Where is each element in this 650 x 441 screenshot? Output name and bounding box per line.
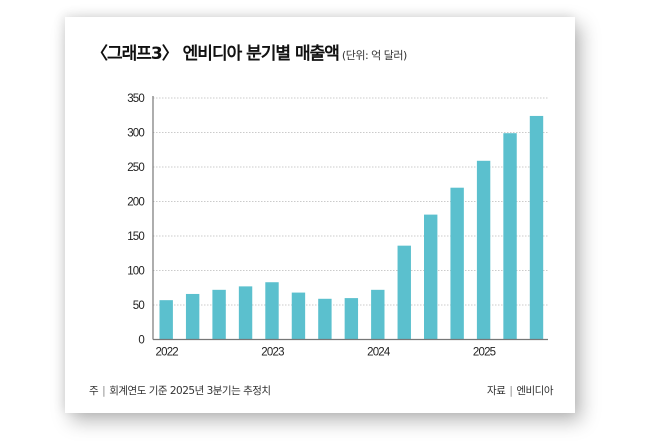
- bar-2022-q3: [212, 289, 226, 340]
- y-tick-label: 100: [127, 266, 144, 278]
- bars: [159, 115, 544, 340]
- y-tick-label: 200: [127, 197, 144, 209]
- bar-2022-q1: [159, 300, 173, 340]
- bar-2025-q1: [476, 160, 491, 340]
- bar-2022-q4: [238, 286, 253, 340]
- footnote-label: 주: [89, 385, 99, 397]
- y-axis-ticks: 0 50 100 150 200 250 300 350: [127, 93, 145, 347]
- bar-2022-q2: [185, 293, 200, 340]
- bar-2025-q3: [529, 115, 544, 340]
- x-tick-label: 2024: [367, 347, 391, 359]
- y-tick-label: 300: [127, 128, 144, 140]
- separator: |: [102, 385, 106, 397]
- source: 자료 | 엔비디아: [486, 383, 554, 398]
- x-axis-ticks: 2022 2023 2024 2025: [156, 347, 497, 359]
- bar-2023-q2: [291, 292, 306, 340]
- bar-2024-q4: [450, 187, 464, 340]
- bar-2023-q4: [344, 298, 359, 340]
- bar-2024-q3: [424, 214, 438, 340]
- footnote: 주 | 회계연도 기준 2025년 3분기는 추정치: [89, 383, 271, 398]
- x-tick-label: 2023: [261, 347, 284, 359]
- bar-2024-q1: [371, 289, 385, 340]
- chart-title-text: 〈그래프3〉 엔비디아 분기별 매출액: [91, 44, 340, 64]
- source-label: 자료: [486, 385, 506, 397]
- source-text: 엔비디아: [516, 385, 553, 397]
- separator: |: [509, 385, 513, 397]
- footnote-text: 회계연도 기준 2025년 3분기는 추정치: [109, 385, 271, 397]
- chart-unit: (단위: 억 달러): [341, 49, 407, 62]
- x-tick-label: 2025: [473, 347, 496, 359]
- y-tick-label: 350: [127, 93, 144, 105]
- bar-2023-q3: [318, 298, 332, 340]
- x-tick-label: 2022: [156, 347, 179, 359]
- bar-2025-q2: [503, 133, 517, 340]
- chart-title: 〈그래프3〉 엔비디아 분기별 매출액 (단위: 억 달러): [91, 39, 407, 64]
- bar-chart: 0 50 100 150 200 250 300 350 2022 2023 2024 2025: [127, 93, 548, 359]
- axes: [152, 96, 548, 341]
- bar-2024-q2: [397, 245, 411, 340]
- y-tick-label: 50: [133, 300, 145, 312]
- bar-2023-q1: [265, 282, 279, 340]
- y-tick-label: 0: [138, 335, 144, 347]
- chart-card: 〈그래프3〉 엔비디아 분기별 매출액 (단위: 억 달러) 0 50 100 150 2…: [65, 17, 575, 413]
- y-tick-label: 150: [127, 231, 144, 243]
- y-tick-label: 250: [127, 162, 144, 174]
